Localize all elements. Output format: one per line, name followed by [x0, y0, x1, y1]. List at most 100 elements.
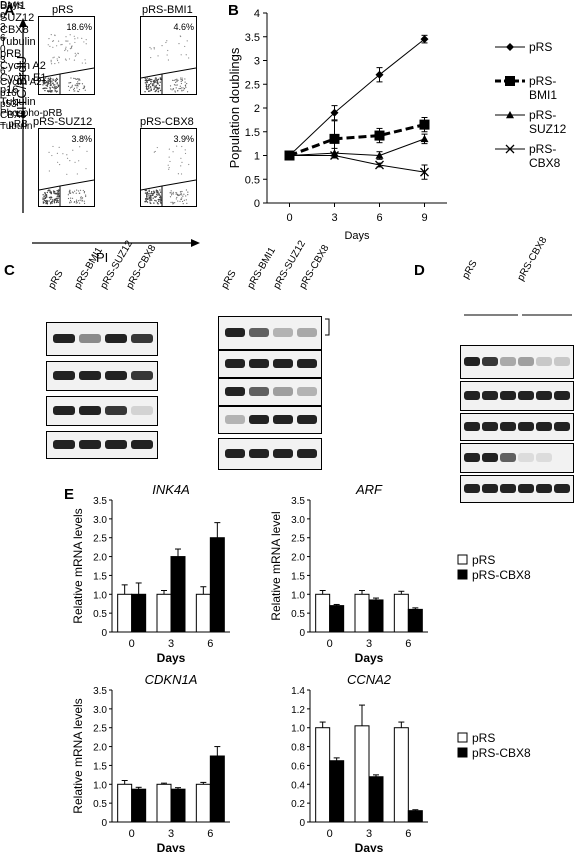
day-label: 0 — [0, 44, 6, 55]
blot-row-label: SUZ12 — [0, 12, 35, 24]
facs-name: pRS-BMI1 — [142, 4, 193, 16]
facs-dot — [46, 200, 49, 202]
x-tick-label: 6 — [376, 212, 382, 224]
facs-dot — [150, 197, 152, 200]
facs-dot — [49, 89, 51, 91]
facs-dot — [180, 80, 182, 83]
facs-dot — [76, 173, 78, 175]
facs-dot — [71, 197, 74, 199]
series-line — [289, 38, 425, 156]
y-tick-label: 0.8 — [291, 743, 305, 754]
facs-dot — [154, 199, 156, 202]
facs-dot — [179, 200, 181, 202]
facs-dot — [76, 78, 78, 80]
legend-swatch — [457, 747, 468, 758]
phospho-prb-label: Phospho-pRB — [0, 108, 63, 119]
facs-dot — [79, 189, 82, 191]
bar-pRS — [315, 593, 331, 633]
facs-dot — [172, 203, 174, 205]
facs-dot — [150, 88, 152, 90]
blot-box — [460, 345, 574, 379]
facs-dot — [153, 151, 155, 153]
facs-dot — [144, 192, 147, 194]
facs-dot — [159, 78, 162, 80]
facs-frame — [38, 128, 95, 207]
facs-dot — [150, 202, 152, 205]
facs-dot — [55, 199, 57, 202]
y-tick-label: 2.5 — [245, 79, 260, 91]
blot-band — [536, 391, 552, 400]
blot-row-label: p53 — [0, 99, 17, 110]
blot-band — [131, 334, 153, 343]
facs-dot — [175, 193, 177, 195]
facs-dot — [182, 195, 184, 197]
facs-dot — [70, 82, 72, 84]
panel-e-label: E — [64, 486, 75, 503]
facs-dot — [71, 191, 74, 193]
lane-label: pRS — [219, 268, 239, 291]
y-axis-label: Population doublings — [227, 47, 242, 168]
facs-dot — [151, 84, 154, 87]
facs-dot — [149, 196, 152, 199]
facs-dot — [70, 47, 73, 49]
blot-band — [297, 387, 317, 396]
facs-dot — [69, 48, 72, 50]
facs-dot — [85, 195, 87, 198]
facs-dot — [43, 87, 45, 90]
facs-dot — [153, 202, 155, 204]
bar-pRS — [195, 783, 211, 823]
facs-dot — [173, 84, 176, 86]
facs-dot — [80, 197, 82, 199]
x-tick-label: 3 — [366, 638, 372, 650]
facs-dot — [155, 200, 157, 202]
facs-dot — [183, 193, 185, 195]
chart-title: ARF — [355, 482, 383, 497]
facs-dot — [152, 197, 154, 199]
blot-band — [464, 484, 480, 493]
facs-dot — [183, 199, 185, 201]
blot-box — [46, 396, 158, 426]
bar-chart-CDKN1A: 0 0.5 1.0 1.5 2.0 2.5 3.0 3.5 CDKN1A Relative mRN… — [71, 672, 230, 852]
facs-dot — [71, 86, 73, 88]
facs-dot — [155, 79, 157, 81]
facs-dot — [177, 79, 179, 82]
facs-dot — [51, 86, 54, 88]
facs-dot — [58, 163, 61, 166]
facs-dot — [51, 202, 53, 204]
marker-diamond — [330, 108, 339, 117]
facs-dot — [47, 90, 49, 92]
facs-dot — [150, 81, 153, 83]
facs-dot — [74, 84, 76, 86]
facs-dot — [145, 88, 148, 90]
facs-dot — [156, 192, 159, 194]
facs-dot — [78, 78, 80, 80]
facs-dot — [77, 90, 80, 93]
facs-dot — [76, 200, 78, 203]
facs-dot — [56, 45, 58, 47]
day-label: 3 — [0, 22, 6, 33]
y-axis-label: Relative mRNA levels — [71, 508, 85, 623]
facs-dot — [159, 191, 162, 193]
facs-dot — [85, 43, 87, 45]
facs-dot — [44, 196, 47, 199]
facs-dot — [170, 192, 172, 194]
facs-dot — [158, 200, 160, 202]
facs-dot — [49, 79, 52, 81]
marker-x — [505, 144, 515, 154]
facs-dot — [159, 201, 162, 203]
facs-dot — [43, 78, 46, 80]
facs-dot — [180, 79, 182, 81]
facs-name: pRS-SUZ12 — [33, 116, 93, 128]
facs-dot — [78, 202, 81, 204]
facs-dot — [184, 84, 187, 86]
facs-dot — [78, 160, 80, 162]
facs-dot — [56, 189, 58, 192]
facs-dot — [154, 150, 156, 153]
facs-dot — [181, 197, 183, 199]
blot-band — [536, 422, 552, 431]
y-tick-label: 1.5 — [93, 761, 107, 772]
facs-dot — [81, 198, 83, 200]
facs-dot — [84, 62, 87, 64]
y-tick-label: 0.5 — [291, 609, 305, 620]
facs-dot — [146, 81, 148, 83]
